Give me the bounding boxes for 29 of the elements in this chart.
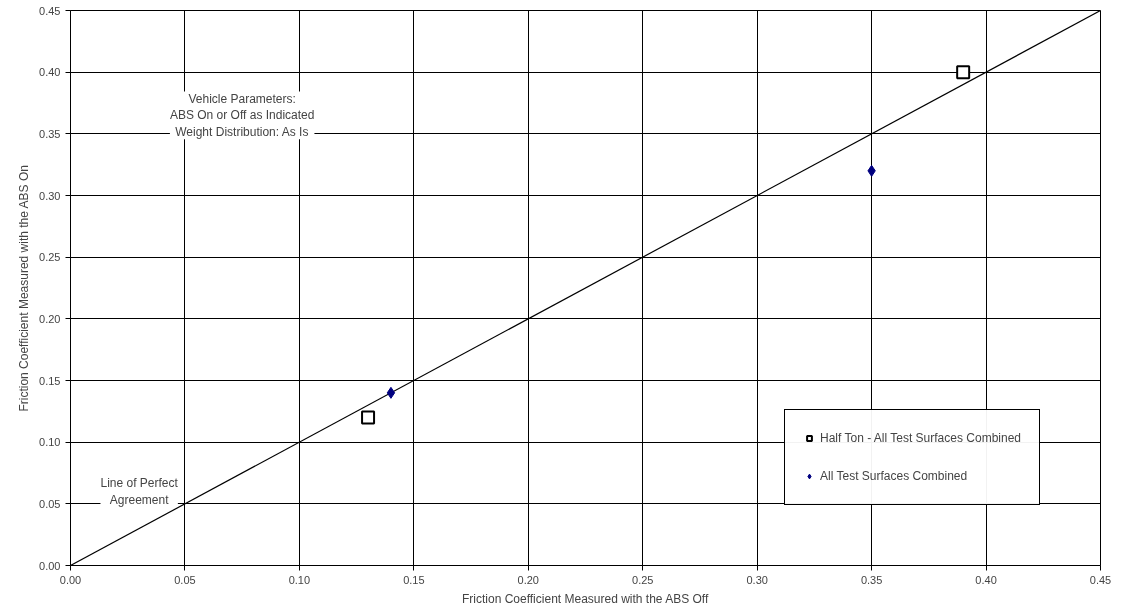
x-tick-label: 0.20 (517, 573, 539, 586)
x-tick-label: 0.40 (975, 573, 997, 586)
x-tick-label: 0.05 (174, 573, 196, 586)
point (386, 386, 396, 399)
x-tick-label: 0.30 (746, 573, 768, 586)
x-tick-label: 0.10 (288, 573, 311, 586)
y-tick-label: 0.35 (39, 127, 61, 140)
y-tick-label: 0.10 (39, 436, 61, 449)
legend-label: All Test Surfaces Combined (820, 469, 968, 483)
y-tick-label: 0.45 (39, 4, 61, 17)
y-tick-label: 0.05 (39, 497, 61, 510)
x-tick-label: 0.00 (59, 573, 82, 586)
x-tick-label: 0.45 (1089, 573, 1112, 586)
y-tick-label: 0.20 (39, 312, 61, 325)
y-tick-label: 0.00 (39, 559, 61, 572)
point (956, 65, 971, 80)
x-tick-label: 0.25 (632, 573, 654, 586)
y-tick-label: 0.25 (39, 251, 61, 264)
annotation: Vehicle Parameters: ABS On or Off as Indicated Weight Distribution: As Is (169, 91, 315, 140)
legend-label: Half Ton - All Test Surfaces Combined (820, 431, 1021, 445)
x-tick-label: 0.35 (860, 573, 883, 586)
x-axis-title: Friction Coefficient Measured with the ABS Off (462, 591, 709, 606)
x-tick-label: 0.15 (403, 573, 425, 586)
y-tick-label: 0.40 (39, 66, 61, 79)
point (361, 410, 376, 425)
y-axis-title: Friction Coefficient Measured with the ABS On (17, 165, 32, 412)
y-tick-label: 0.15 (39, 374, 61, 387)
annotation: Line of Perfect Agreement (100, 476, 179, 507)
y-tick-label: 0.30 (39, 189, 61, 202)
